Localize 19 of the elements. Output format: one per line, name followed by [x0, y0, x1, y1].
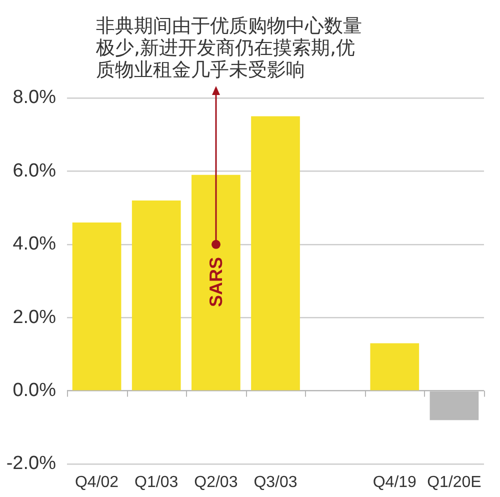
y-tick-label: 4.0%: [12, 234, 56, 255]
y-tick-label: 6.0%: [12, 160, 56, 182]
y-tick-label: -2.0%: [6, 453, 56, 474]
x-tick-label: Q4/19: [372, 474, 417, 492]
bar: [192, 174, 240, 390]
bar: [72, 222, 122, 390]
x-tick-label: Q1/03: [134, 474, 178, 492]
x-tick-label: Q1/20E: [427, 474, 482, 492]
x-tick-label: Q4/02: [74, 474, 119, 492]
y-tick-label: 2.0%: [12, 306, 56, 328]
x-tick-label: Q3/03: [254, 474, 298, 492]
y-tick-label: 0.0%: [12, 380, 56, 402]
bar: [251, 116, 300, 390]
annotation: SARS: [206, 257, 226, 308]
x-tick-label: Q2/03: [194, 474, 238, 492]
bar: [370, 343, 420, 390]
text: 非典期间由于优质购物中心数量极少,新进开发商仍在摸索期,优质物业租金几乎未受影响: [96, 15, 363, 81]
y-tick-label: 8.0%: [12, 87, 56, 108]
bar: [132, 200, 181, 390]
